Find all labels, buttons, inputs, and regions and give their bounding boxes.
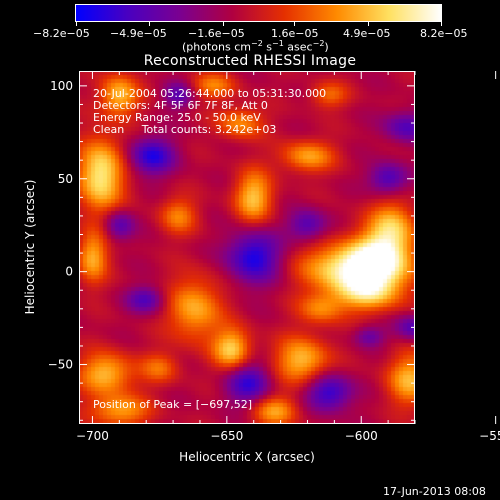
colorbar-tick-mark-2 [222,21,224,26]
x-tick-label-3: −550 [479,429,500,443]
colorbar-tick-5: 8.2e−05 [420,27,468,40]
colorbar-tick-1: −4.9e−05 [110,27,167,40]
heatmap-image [79,71,415,424]
colorbar-tick-mark-4 [367,21,369,26]
y-tick-label-3: 100 [50,79,73,93]
colorbar-units-label: (photons cm−2 s−1 asec−2) [182,39,329,54]
colorbar-tick-mark-1 [149,21,151,26]
colorbar-tick-4: 4.9e−05 [343,27,391,40]
colorbar-tick-2: −1.6e−05 [188,27,245,40]
y-tick-label-1: 0 [65,265,73,279]
colorbar-tick-mark-0 [76,21,77,26]
colorbar-tick-mark-5 [441,21,442,26]
detectors-annotation: Detectors: 4F 5F 6F 7F 8F, Att 0 [93,99,268,112]
x-tick-label-0: −700 [76,429,109,443]
y-tick-label-2: 50 [58,172,73,186]
footer-timestamp: 17-Jun-2013 08:08 [383,485,486,498]
colorbar-ticks [0,20,500,28]
chart-title: Reconstructed RHESSI Image [143,53,357,69]
colorbar [75,4,442,22]
x-tick-label-2: −600 [345,429,378,443]
colorbar-tick-0: −8.2e−05 [33,27,90,40]
x-axis-label: Heliocentric X (arcsec) [179,450,315,464]
time-range-annotation: 20-Jul-2004 05:26:44.000 to 05:31:30.000 [93,87,327,100]
clean-counts-annotation: Clean Total counts: 3.242e+03 [93,123,277,136]
x-tick-label-1: −650 [210,429,243,443]
y-axis-label: Heliocentric Y (arcsec) [23,179,37,315]
y-tick-label-0: −50 [48,358,73,372]
peak-position-annotation: Position of Peak = [−697,52] [93,398,253,411]
colorbar-tick-3: 1.6e−05 [271,27,319,40]
colorbar-tick-mark-3 [294,21,296,26]
plot-frame [79,71,415,424]
energy-range-annotation: Energy Range: 25.0 - 50.0 keV [93,111,261,124]
